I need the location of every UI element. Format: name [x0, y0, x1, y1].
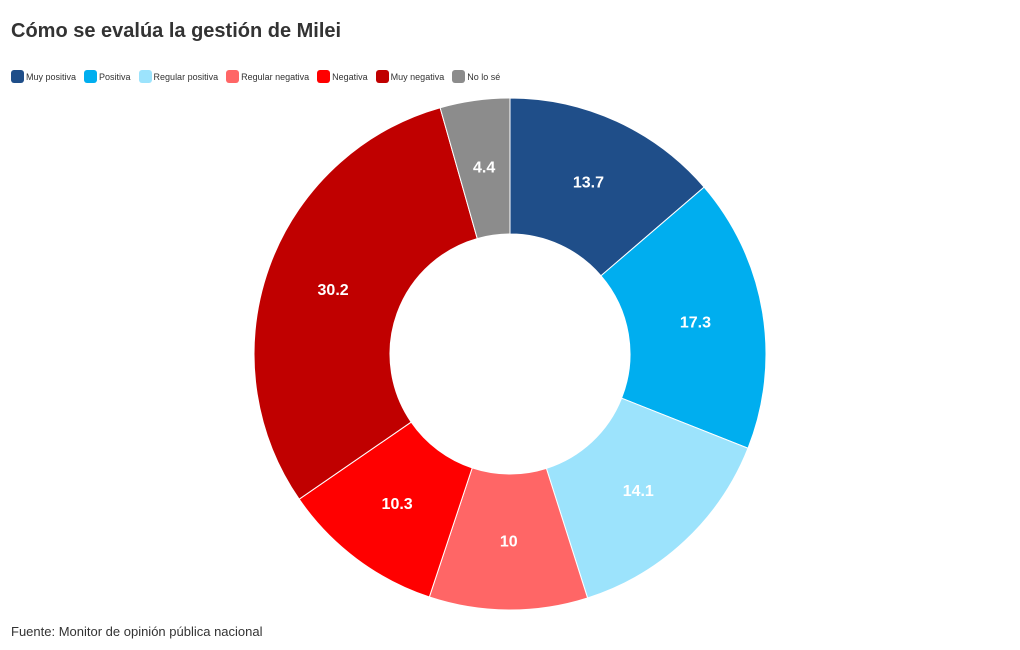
legend-label: Regular positiva [153, 71, 219, 82]
legend-item[interactable]: Regular positiva [138, 70, 219, 83]
legend-swatch [452, 70, 466, 83]
donut-slice[interactable] [253, 107, 478, 500]
legend-item[interactable]: No lo sé [452, 70, 500, 83]
donut-slice[interactable] [600, 186, 767, 449]
chart-title: Cómo se evalúa la gestión de Milei [11, 20, 342, 42]
legend-item[interactable]: Muy negativa [375, 70, 445, 83]
donut-slice[interactable] [439, 97, 511, 240]
legend-swatch [375, 70, 389, 83]
slice-data-label: 13.7 [573, 175, 604, 192]
legend-label: No lo sé [467, 71, 501, 82]
legend-item[interactable]: Negativa [317, 70, 368, 83]
legend-swatch [317, 70, 331, 83]
donut-slice[interactable] [509, 97, 705, 277]
legend-label: Regular negativa [241, 71, 310, 82]
source-note: Fuente: Monitor de opinión pública nacio… [11, 624, 263, 639]
legend-swatch [11, 70, 24, 83]
donut-slice[interactable] [545, 397, 749, 599]
legend-label: Negativa [332, 71, 368, 82]
legend-swatch [226, 70, 240, 83]
legend-label: Positiva [99, 71, 131, 82]
slice-data-label: 10.3 [382, 496, 413, 513]
chart-legend: Muy positiva Positiva Regular positiva Regu… [11, 70, 500, 83]
legend-swatch [84, 70, 98, 83]
legend-swatch [138, 70, 152, 83]
slice-data-label: 30.2 [318, 282, 349, 299]
legend-item[interactable]: Positiva [84, 70, 131, 83]
legend-label: Muy negativa [390, 71, 445, 82]
slice-data-label: 10 [500, 533, 518, 550]
legend-item[interactable]: Muy positiva [11, 70, 76, 83]
legend-item[interactable]: Regular negativa [226, 70, 309, 83]
slice-data-label: 17.3 [680, 314, 711, 331]
legend-label: Muy positiva [26, 71, 77, 82]
slice-data-label: 4.4 [473, 159, 495, 176]
slice-data-label: 14.1 [623, 483, 654, 500]
